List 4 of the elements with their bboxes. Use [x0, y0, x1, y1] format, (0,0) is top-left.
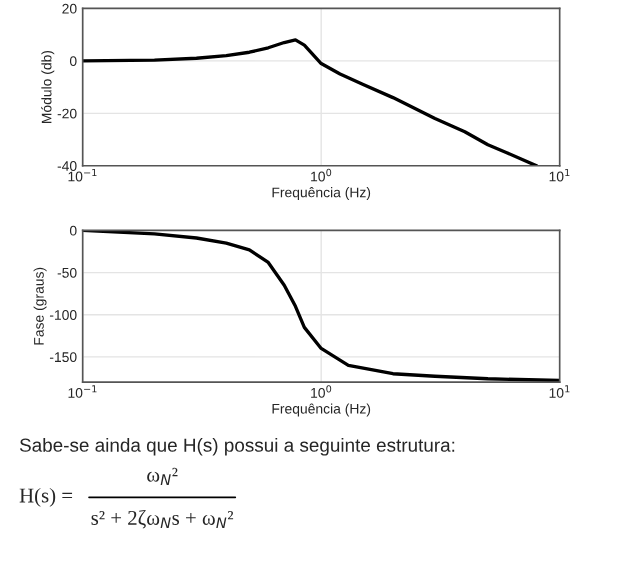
text: H(s) =	[19, 487, 73, 507]
text: Sabe-se ainda que H(s) possui a seguinte estrutura:	[19, 437, 455, 456]
text: s² + 2ζω$_{N}$s + ω$_{N}$²	[91, 510, 234, 529]
text: ω$_{N}$²	[147, 467, 178, 485]
